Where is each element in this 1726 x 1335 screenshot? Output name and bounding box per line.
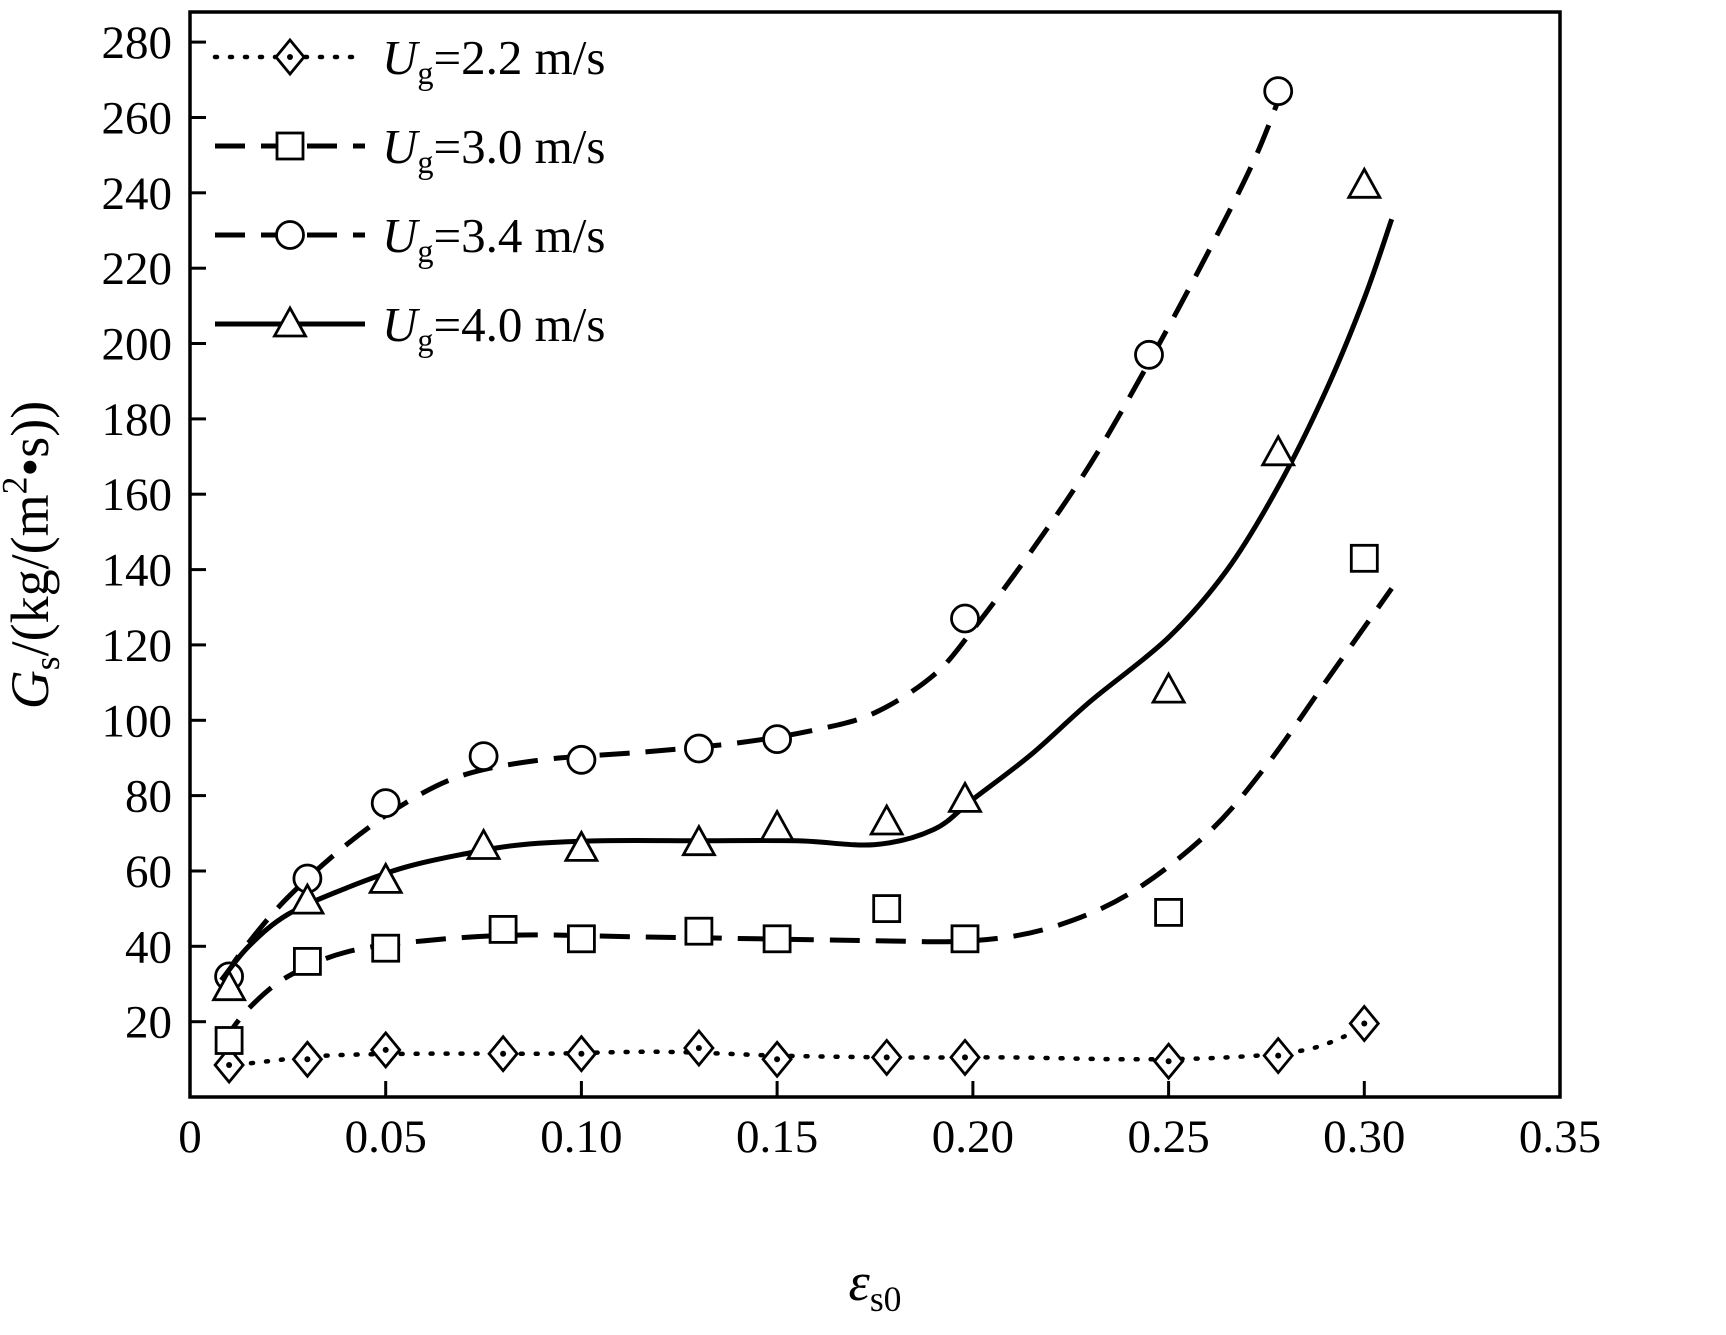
diamond-center-dot — [1275, 1052, 1282, 1059]
x-tick-label: 0.35 — [1519, 1111, 1601, 1163]
square-marker — [762, 924, 792, 954]
circle-marker — [370, 788, 401, 818]
square-marker — [275, 131, 305, 161]
y-tick-label: 140 — [102, 545, 173, 597]
diamond-center-dot — [226, 1062, 233, 1068]
y-tick-label: 220 — [102, 243, 173, 295]
square-marker — [371, 933, 401, 963]
square-marker — [684, 916, 714, 946]
legend-entry-ug-4-0: Ug=4.0 m/s — [215, 297, 605, 358]
square-marker — [567, 924, 596, 954]
triangle-marker — [1346, 166, 1383, 199]
x-tick-label: 0.20 — [932, 1111, 1014, 1163]
y-tick-label: 100 — [102, 695, 173, 747]
legend-label: Ug=2.2 m/s — [382, 30, 605, 91]
triangle-marker — [947, 780, 983, 813]
series-ug-3-0 — [214, 543, 1394, 1055]
y-tick-label: 180 — [102, 394, 173, 446]
y-tick-label: 260 — [102, 93, 173, 145]
circle-marker — [468, 741, 499, 771]
triangle-marker — [759, 808, 795, 841]
circle-marker — [684, 733, 714, 764]
diamond-center-dot — [962, 1054, 968, 1061]
square-marker — [950, 924, 980, 954]
square-marker — [872, 894, 902, 923]
y-tick-label: 20 — [125, 997, 172, 1049]
x-tick-label: 0.10 — [540, 1111, 622, 1163]
series-curve-ug-3-0 — [219, 586, 1394, 1046]
y-tick-label: 120 — [102, 620, 173, 672]
diamond-center-dot — [382, 1046, 389, 1053]
x-axis: 0 0.05 0.10 0.15 0.20 0.25 0.30 0.35 — [178, 1081, 1601, 1163]
diamond-center-dot — [1165, 1058, 1172, 1065]
circle-marker — [566, 744, 597, 775]
square-marker — [214, 1026, 244, 1055]
legend-label: Ug=3.4 m/s — [382, 208, 605, 269]
square-marker — [1349, 543, 1379, 573]
triangle-marker — [367, 861, 404, 894]
y-axis: 20 40 60 80 100 120 140 160 180 200 220 240 260 280 — [102, 17, 206, 1099]
legend-label: Ug=4.0 m/s — [382, 297, 605, 358]
circle-marker — [762, 724, 792, 754]
series-curve-ug-3-4 — [219, 78, 1289, 982]
y-tick-label: 60 — [125, 846, 172, 898]
circle-marker — [275, 220, 305, 250]
plot-frame — [188, 10, 1562, 1099]
legend: Ug=2.2 m/s Ug=3.0 m/s Ug=3.4 m/s Ug=4.0 m/s — [212, 30, 605, 358]
y-axis-title: Gs/(kg/(m2•s)) — [0, 401, 67, 710]
triangle-marker — [465, 827, 502, 860]
x-axis-title: εs0 — [849, 1252, 902, 1319]
y-tick-label: 160 — [102, 469, 173, 521]
square-marker — [1154, 898, 1183, 927]
diamond-center-dot — [578, 1050, 585, 1057]
y-tick-label: 200 — [102, 319, 173, 371]
series-ug-2-2 — [213, 1004, 1381, 1085]
triangle-marker — [563, 829, 600, 862]
triangle-marker — [681, 823, 717, 857]
series-ug-4-0 — [211, 166, 1395, 1002]
triangle-marker — [211, 968, 247, 1002]
circle-marker — [1134, 339, 1164, 370]
triangle-marker — [272, 305, 308, 338]
legend-entry-ug-3-4: Ug=3.4 m/s — [215, 208, 605, 269]
y-tick-label: 280 — [102, 17, 173, 69]
diamond-center-dot — [774, 1056, 781, 1063]
triangle-marker — [1150, 671, 1187, 704]
y-tick-label: 80 — [125, 771, 172, 823]
circle-marker — [950, 603, 980, 634]
x-tick-label: 0.05 — [345, 1111, 427, 1163]
series-ug-3-4 — [214, 76, 1294, 992]
x-tick-label: 0.25 — [1127, 1111, 1209, 1163]
diamond-center-dot — [304, 1056, 311, 1063]
circle-marker — [1263, 76, 1294, 106]
diamond-center-dot — [500, 1050, 507, 1057]
square-marker — [488, 915, 518, 944]
legend-entry-ug-3-0: Ug=3.0 m/s — [215, 119, 605, 180]
triangle-marker — [1260, 433, 1297, 467]
legend-entry-ug-2-2: Ug=2.2 m/s — [212, 30, 605, 91]
y-tick-label: 240 — [102, 168, 173, 220]
x-tick-label: 0 — [178, 1111, 202, 1163]
x-tick-label: 0.30 — [1323, 1111, 1405, 1163]
triangle-marker — [289, 882, 326, 915]
diamond-center-dot — [883, 1054, 890, 1061]
triangle-marker — [868, 803, 905, 836]
diamond-center-dot — [695, 1045, 702, 1051]
diamond-center-dot — [1361, 1020, 1368, 1027]
y-tick-label: 40 — [125, 921, 172, 973]
x-tick-label: 0.15 — [736, 1111, 818, 1163]
square-marker — [292, 947, 322, 976]
diamond-center-dot — [287, 54, 293, 60]
legend-label: Ug=3.0 m/s — [382, 119, 605, 180]
